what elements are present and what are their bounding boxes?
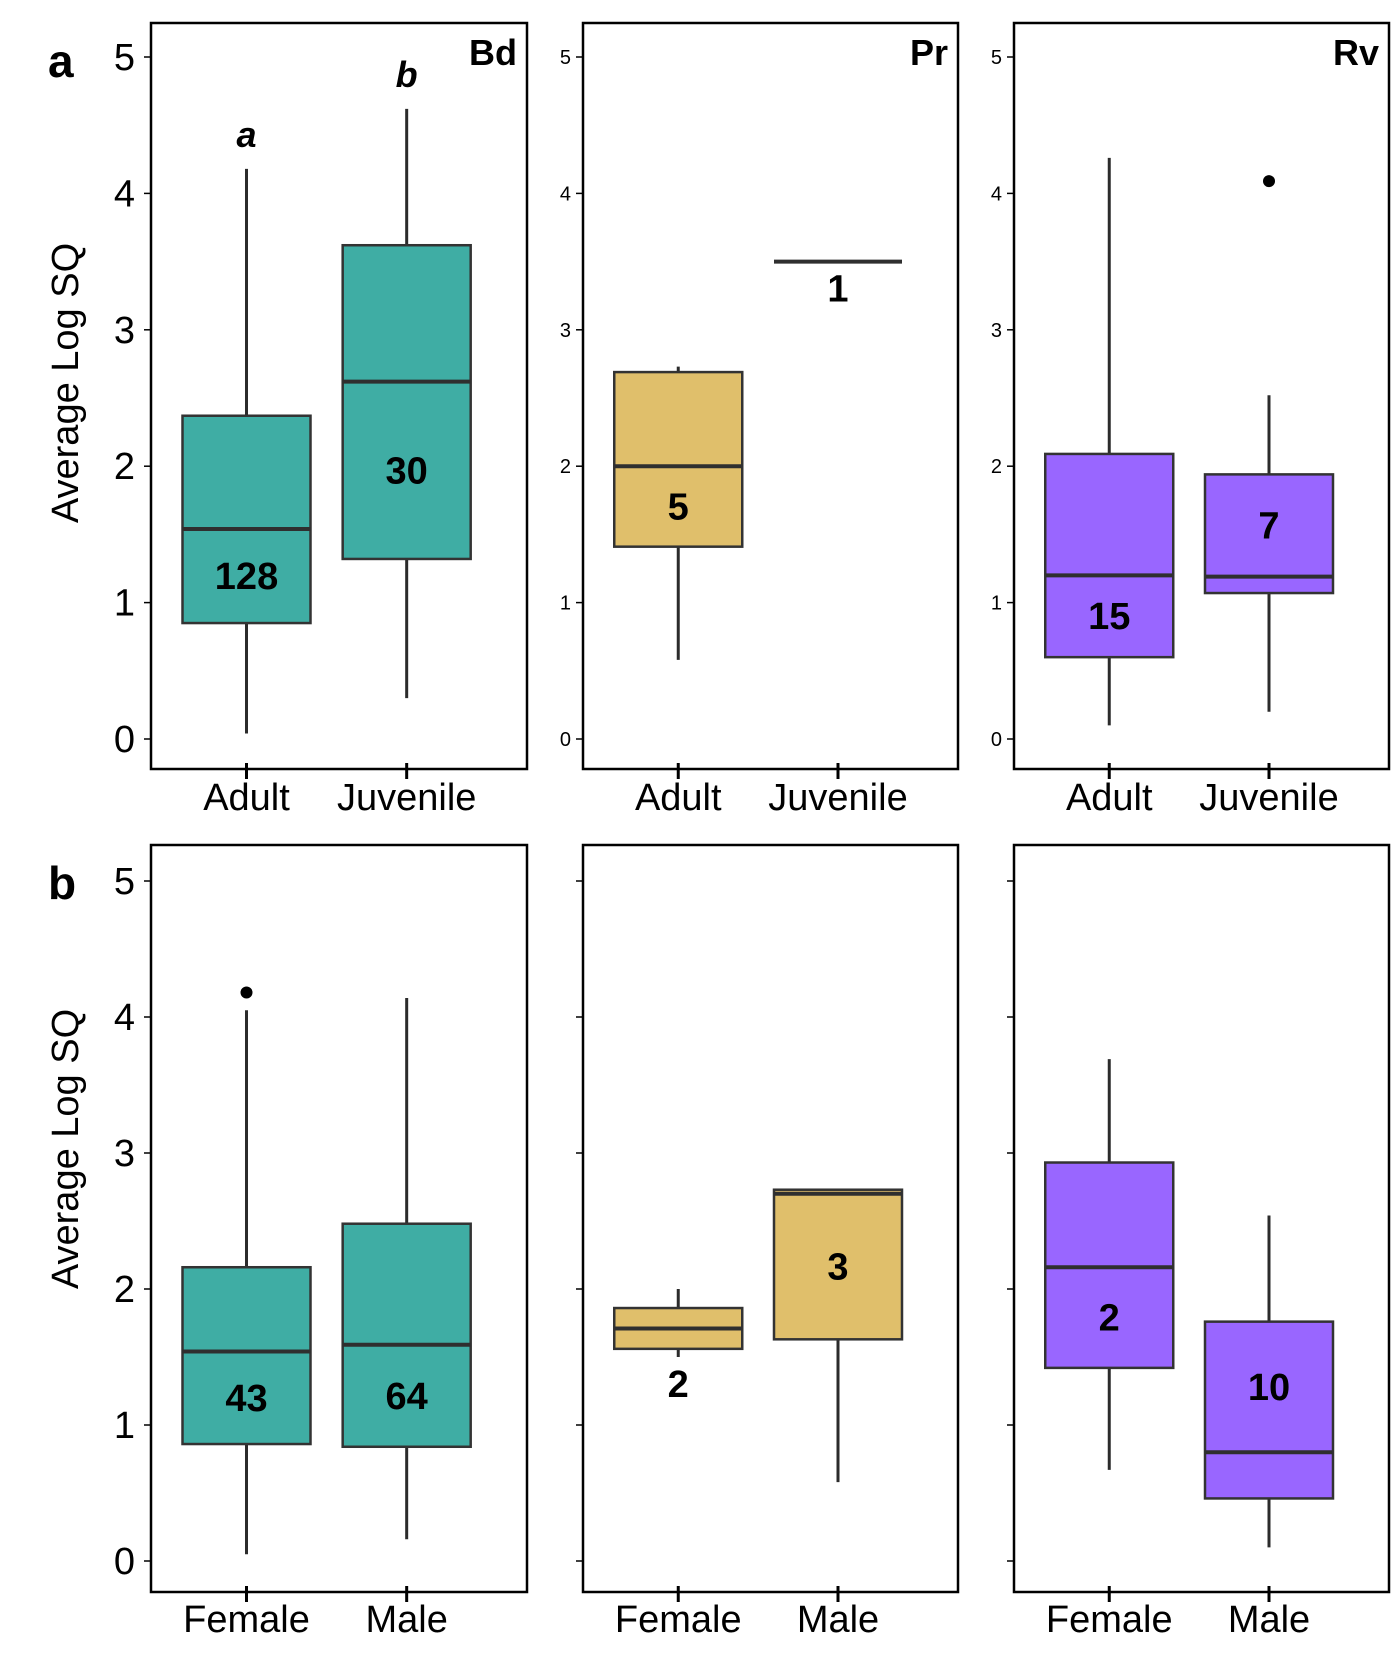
panel-a-pr: 0 1 2 3 4 5 Pr Adult 5 Juvenile 1 xyxy=(560,21,960,819)
y-tick-label: 2 xyxy=(560,456,571,478)
sample-count-label: 2 xyxy=(1099,1298,1120,1340)
y-tick-label: 4 xyxy=(114,173,135,215)
y-tick-label: 2 xyxy=(114,1269,135,1311)
panel-letter-b: b xyxy=(48,857,76,909)
x-tick-label: Male xyxy=(1228,1599,1310,1641)
x-tick-label: Adult xyxy=(1066,777,1153,819)
sample-count-label: 64 xyxy=(386,1376,428,1418)
x-tick-label: Female xyxy=(1046,1599,1173,1641)
sample-count-label: 10 xyxy=(1248,1367,1290,1409)
significance-letter: a xyxy=(236,114,256,155)
box xyxy=(181,1265,312,1446)
y-tick-label: 0 xyxy=(560,729,571,751)
sample-count-label: 43 xyxy=(225,1378,267,1420)
box xyxy=(181,414,312,625)
y-tick-label: 4 xyxy=(560,183,571,205)
x-tick-label: Male xyxy=(365,1599,447,1641)
box xyxy=(1203,1320,1335,1500)
sample-count-label: 5 xyxy=(668,486,689,528)
y-tick-label: 3 xyxy=(560,320,571,342)
y-tick-label: 4 xyxy=(991,183,1002,205)
panel-b-pr: Female 2 Male 3 xyxy=(576,843,960,1641)
y-tick-label: 5 xyxy=(114,861,135,903)
box xyxy=(613,370,744,548)
panel-b-rv: Female 2 Male 10 xyxy=(1007,843,1391,1641)
x-tick-label: Female xyxy=(615,1599,742,1641)
y-tick-label: 3 xyxy=(991,320,1002,342)
y-tick-label: 1 xyxy=(991,593,1002,615)
y-tick-label: 0 xyxy=(114,1541,135,1583)
y-tick-label: 3 xyxy=(114,1133,135,1175)
y-axis-title-row-b: Average Log SQ xyxy=(45,1009,87,1289)
significance-letter: b xyxy=(396,54,418,95)
sample-count-label: 2 xyxy=(668,1364,689,1406)
panel-frame xyxy=(149,843,529,1594)
box xyxy=(1044,1161,1175,1370)
y-tick-label: 0 xyxy=(114,719,135,761)
outlier-point xyxy=(240,986,253,999)
sample-count-label: 30 xyxy=(386,450,428,492)
pathogen-label: Rv xyxy=(1333,32,1379,73)
x-tick-label: Juvenile xyxy=(1199,777,1338,819)
box xyxy=(1044,452,1175,659)
y-tick-label: 2 xyxy=(991,456,1002,478)
panel-a-rv: 0 1 2 3 4 5 Rv Adult 15 Juvenile 7 xyxy=(991,21,1391,819)
x-tick-label: Adult xyxy=(635,777,722,819)
panel-letter-a: a xyxy=(48,35,74,87)
y-tick-label: 5 xyxy=(560,47,571,69)
pathogen-label: Pr xyxy=(910,32,948,73)
sample-count-label: 3 xyxy=(827,1247,848,1289)
y-tick-label: 4 xyxy=(114,997,135,1039)
y-tick-label: 3 xyxy=(114,310,135,352)
panel-a-bd: 0 1 2 3 4 5 Bd Adult 128 a Juvenile 30 b xyxy=(114,21,529,819)
y-tick-label: 5 xyxy=(991,47,1002,69)
x-tick-label: Adult xyxy=(203,777,290,819)
sample-count-label: 1 xyxy=(827,269,848,311)
box xyxy=(341,243,472,561)
y-tick-label: 2 xyxy=(114,446,135,488)
sample-count-label: 128 xyxy=(215,556,278,598)
x-tick-label: Juvenile xyxy=(337,777,476,819)
x-tick-label: Female xyxy=(183,1599,310,1641)
y-tick-label: 1 xyxy=(114,1405,135,1447)
x-tick-label: Male xyxy=(797,1599,879,1641)
sample-count-label: 15 xyxy=(1088,596,1130,638)
x-tick-label: Juvenile xyxy=(768,777,907,819)
pathogen-label: Bd xyxy=(469,32,517,73)
panel-b-bd: 0 1 2 3 4 5 Female 43 Male 64 xyxy=(114,843,529,1641)
box xyxy=(341,1222,472,1449)
y-tick-label: 1 xyxy=(560,593,571,615)
box xyxy=(1203,473,1335,595)
y-axis-title-row-a: Average Log SQ xyxy=(45,243,87,523)
sample-count-label: 7 xyxy=(1258,506,1279,548)
box xyxy=(772,1188,904,1341)
y-tick-label: 1 xyxy=(114,583,135,625)
y-tick-label: 0 xyxy=(991,729,1002,751)
outlier-point xyxy=(1263,175,1275,188)
y-tick-label: 5 xyxy=(114,37,135,79)
